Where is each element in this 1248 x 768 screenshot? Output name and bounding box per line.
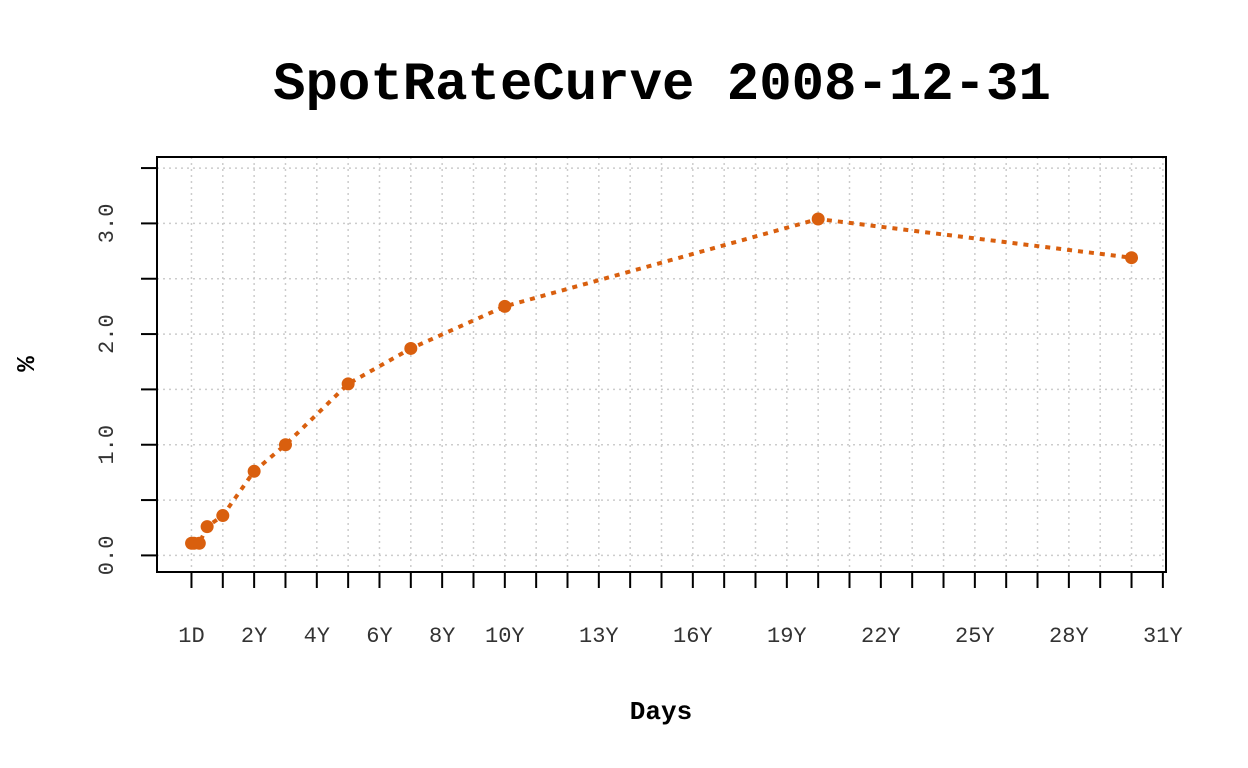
plot-frame [156, 156, 1167, 573]
x-tick-label: 22Y [861, 624, 901, 649]
data-point [811, 212, 825, 226]
data-point [498, 299, 512, 313]
data-point [216, 509, 230, 523]
grid [157, 157, 1166, 572]
y-axis: 0.0 1.0 2.0 3.0 [95, 167, 157, 576]
data-point [247, 464, 261, 478]
data-point [404, 341, 418, 355]
x-tick-label: 4Y [304, 624, 330, 649]
x-axis-label: Days [630, 697, 692, 727]
x-tick-label: 8Y [429, 624, 455, 649]
x-tick-label: 1D [178, 624, 204, 649]
x-tick-label: 2Y [241, 624, 267, 649]
x-tick-label: 16Y [673, 624, 713, 649]
data-point [200, 520, 214, 534]
y-tick-label: 2.0 [95, 314, 120, 354]
x-tick-label: 13Y [579, 624, 619, 649]
data-point [1125, 251, 1139, 265]
x-tick-label: 10Y [485, 624, 525, 649]
x-axis: 1D 2Y 4Y 6Y 8Y 10Y 13Y 16Y 19Y 22Y 25Y 28Y 31Y [178, 572, 1183, 649]
x-tick-label: 6Y [366, 624, 392, 649]
x-tick-label: 28Y [1049, 624, 1089, 649]
y-tick-label: 3.0 [95, 204, 120, 244]
x-tick-label: 25Y [955, 624, 995, 649]
series-layer [185, 212, 1139, 550]
x-tick-label: 19Y [767, 624, 807, 649]
y-tick-label: 1.0 [95, 425, 120, 465]
data-point [278, 438, 292, 452]
y-tick-label: 0.0 [95, 536, 120, 576]
y-axis-label: % [12, 356, 42, 372]
data-point [341, 377, 355, 391]
chart-title: SpotRateCurve 2008-12-31 [273, 55, 1051, 116]
x-tick-label: 31Y [1143, 624, 1183, 649]
data-point [192, 536, 206, 550]
